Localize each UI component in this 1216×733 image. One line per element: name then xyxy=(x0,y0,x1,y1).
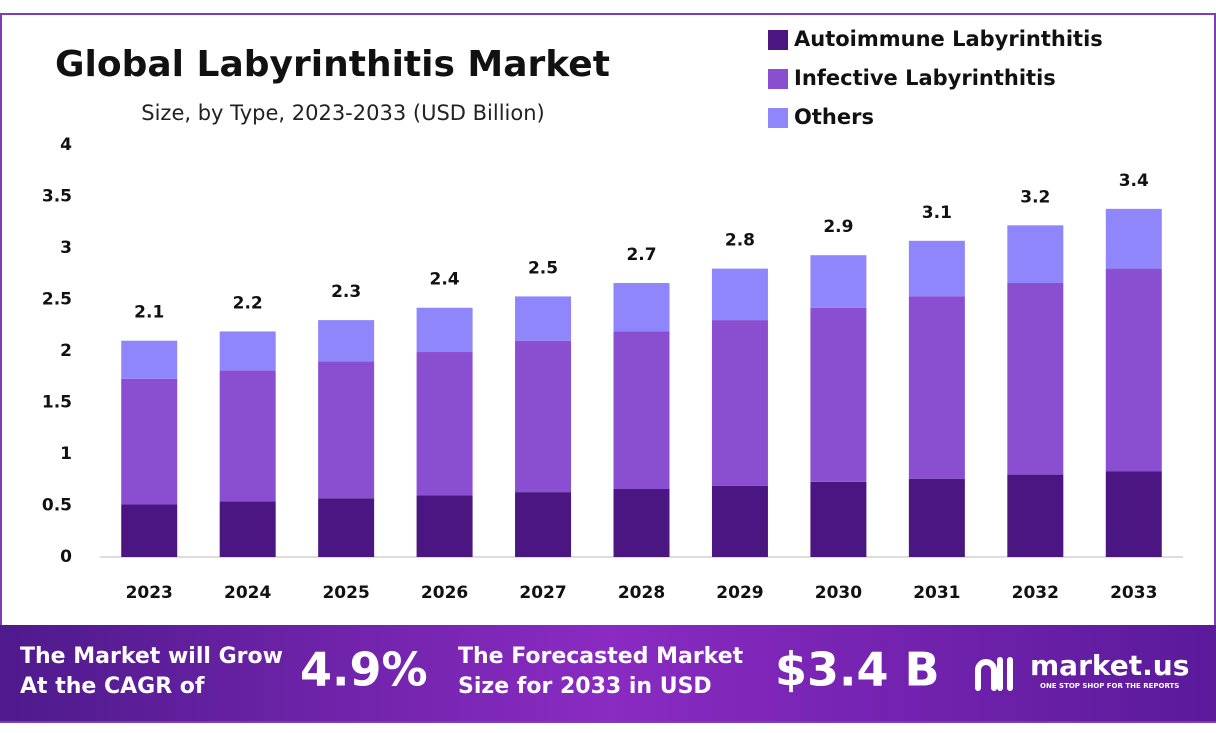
chart-subtitle: Size, by Type, 2023-2033 (USD Billion) xyxy=(141,101,544,125)
total-label: 2.8 xyxy=(725,231,755,251)
legend-label: Others xyxy=(794,105,874,129)
footer-band xyxy=(0,625,1216,721)
legend-label: Infective Labyrinthitis xyxy=(794,66,1056,90)
bar-segment xyxy=(613,489,670,557)
y-tick-label: 3.5 xyxy=(42,187,72,207)
bar-segment xyxy=(1007,225,1064,284)
bar-segment xyxy=(416,495,473,557)
bar-segment xyxy=(416,307,473,353)
bar-segment xyxy=(121,340,178,379)
bar-segment xyxy=(908,296,965,479)
bar-segment xyxy=(1007,283,1064,475)
y-tick-label: 0 xyxy=(60,547,72,567)
footer: The Market will Grow At the CAGR of 4.9%… xyxy=(20,643,1189,700)
forecast-value: $3.4 B xyxy=(775,643,940,697)
bar-segment xyxy=(121,378,178,505)
total-label: 3.1 xyxy=(922,203,952,223)
total-label: 2.5 xyxy=(528,258,558,278)
x-tick-label: 2032 xyxy=(1012,583,1059,603)
tagline: ONE STOP SHOP FOR THE REPORTS xyxy=(1040,682,1179,690)
bar-segment xyxy=(1105,208,1162,269)
x-tick-label: 2025 xyxy=(322,583,369,603)
total-label: 3.4 xyxy=(1119,171,1149,191)
bar-segment xyxy=(1007,474,1064,557)
bar-segment xyxy=(810,255,867,308)
bar-segment xyxy=(711,320,768,486)
bar-segment xyxy=(810,481,867,557)
legend-label: Autoimmune Labyrinthitis xyxy=(794,27,1103,51)
cagr-value: 4.9% xyxy=(300,643,428,697)
bar-segment xyxy=(1105,268,1162,472)
bar-segment xyxy=(121,504,178,557)
chart-title: Global Labyrinthitis Market xyxy=(55,44,610,85)
y-tick-label: 2 xyxy=(60,341,72,361)
bar-segment xyxy=(515,296,572,341)
y-tick-label: 1.5 xyxy=(42,393,72,413)
x-tick-label: 2030 xyxy=(815,583,862,603)
forecast-text: Size for 2033 in USD xyxy=(458,674,712,699)
bar-segment xyxy=(318,498,375,557)
x-tick-label: 2023 xyxy=(126,583,173,603)
bar-segment xyxy=(711,485,768,557)
bar-segment xyxy=(613,283,670,332)
frame xyxy=(0,13,1216,723)
y-tick-label: 3 xyxy=(60,238,72,258)
bar-segment xyxy=(613,331,670,490)
y-tick-label: 0.5 xyxy=(42,496,72,516)
bar-segment xyxy=(908,240,965,297)
bar-segment xyxy=(219,370,276,502)
x-tick-label: 2028 xyxy=(618,583,665,603)
bar-segment xyxy=(515,340,572,493)
brand: market.us xyxy=(1030,649,1189,682)
x-tick-label: 2029 xyxy=(716,583,763,603)
x-tick-label: 2026 xyxy=(421,583,468,603)
bar-segment xyxy=(318,361,375,499)
bar-segment xyxy=(219,501,276,557)
logo-icon xyxy=(975,657,1013,691)
legend-swatch xyxy=(768,108,788,128)
bar-segment xyxy=(515,492,572,557)
cagr-text: At the CAGR of xyxy=(20,674,205,699)
y-tick-label: 4 xyxy=(60,135,72,155)
bar-segment xyxy=(1105,471,1162,557)
bar-segment xyxy=(318,320,375,362)
total-label: 2.4 xyxy=(430,270,460,290)
x-tick-label: 2033 xyxy=(1110,583,1157,603)
x-tick-label: 2027 xyxy=(519,583,566,603)
total-label: 2.9 xyxy=(823,217,853,237)
cagr-text: The Market will Grow xyxy=(20,644,283,669)
total-label: 2.3 xyxy=(331,282,361,302)
bar-segment xyxy=(219,331,276,371)
x-tick-label: 2031 xyxy=(913,583,960,603)
total-label: 2.7 xyxy=(626,245,656,265)
legend-swatch xyxy=(768,69,788,89)
total-label: 2.2 xyxy=(233,293,263,313)
legend-swatch xyxy=(768,30,788,50)
bar-segment xyxy=(416,352,473,496)
y-tick-label: 1 xyxy=(60,444,72,464)
forecast-text: The Forecasted Market xyxy=(458,644,744,669)
bar-segment xyxy=(711,268,768,321)
x-tick-label: 2024 xyxy=(224,583,271,603)
total-label: 3.2 xyxy=(1020,187,1050,207)
y-tick-label: 2.5 xyxy=(42,290,72,310)
bar-segment xyxy=(810,307,867,482)
bar-segment xyxy=(908,478,965,557)
total-label: 2.1 xyxy=(134,303,164,323)
